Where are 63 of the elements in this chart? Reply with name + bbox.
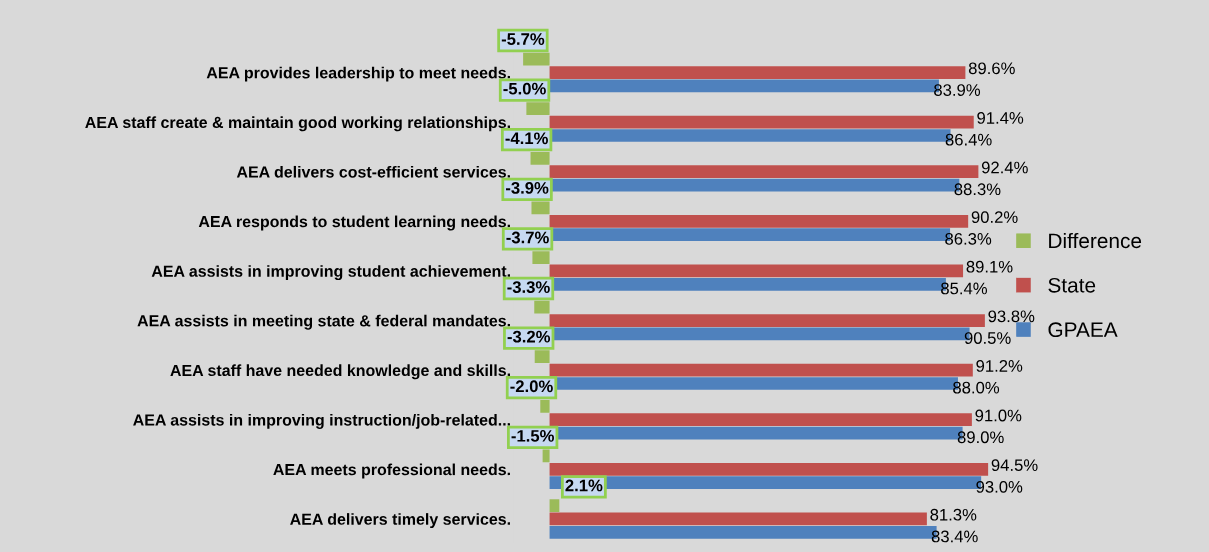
data-label: 94.5% — [991, 459, 1038, 472]
y-tick-label: AEA responds to student learning needs. — [198, 215, 510, 231]
legend-label: State — [1048, 277, 1096, 293]
data-label: 91.0% — [975, 409, 1022, 422]
data-label: -5.7% — [501, 33, 545, 45]
data-label: -2.0% — [510, 380, 553, 393]
bar — [523, 52, 550, 66]
bar — [549, 115, 974, 129]
y-tick-label: AEA staff have needed knowledge and skills. — [170, 364, 510, 380]
bar — [532, 251, 550, 264]
data-label: 93.0% — [976, 480, 1023, 493]
data-label: 88.3% — [954, 183, 1001, 196]
bar — [534, 300, 550, 314]
bar — [549, 512, 927, 526]
bar — [549, 499, 560, 512]
y-tick-label: AEA delivers cost-efficient services. — [236, 165, 510, 178]
y-tick-label: AEA provides leadership to meet needs. — [206, 66, 510, 82]
data-label: -3.3% — [507, 281, 550, 293]
y-tick-label: AEA meets professional needs. — [273, 463, 510, 479]
data-label: 93.8% — [988, 310, 1035, 323]
bar — [542, 449, 550, 463]
bar — [549, 165, 979, 179]
data-label: -3.9% — [505, 181, 549, 194]
data-label: 85.4% — [941, 282, 987, 295]
y-tick-label: AEA assists in improving student achievement. — [151, 265, 510, 281]
bar — [549, 214, 969, 228]
bar — [534, 350, 550, 364]
data-label: -4.1% — [505, 132, 548, 145]
data-label: -1.5% — [511, 430, 554, 442]
data-label: 89.6% — [968, 62, 1015, 75]
data-label: 91.4% — [977, 112, 1024, 124]
data-label: 81.3% — [930, 508, 977, 521]
y-tick-label: AEA assists in meeting state & federal mandates. — [137, 314, 510, 330]
y-tick-label: AEA assists in improving instruction/job-related... — [133, 413, 510, 429]
bar — [549, 66, 966, 79]
data-label: -5.0% — [503, 82, 546, 95]
legend-label: Difference — [1049, 232, 1142, 249]
bar — [526, 102, 550, 116]
data-label: -3.2% — [507, 330, 551, 343]
bar — [549, 363, 973, 377]
data-label: 83.9% — [934, 84, 981, 96]
bar — [549, 413, 972, 427]
bar — [530, 151, 550, 165]
y-tick-label: AEA delivers timely services. — [290, 513, 510, 529]
data-label: 86.3% — [945, 232, 992, 245]
data-label: 89.0% — [957, 431, 1004, 444]
y-tick-label: AEA staff create & maintain good working relationships. — [85, 116, 510, 132]
data-label: 90.2% — [971, 211, 1018, 224]
data-label: 2.1% — [565, 479, 603, 492]
bar — [540, 399, 550, 413]
bar — [531, 201, 550, 215]
bar — [549, 462, 989, 476]
data-label: 86.4% — [945, 133, 992, 146]
bar — [549, 264, 964, 278]
data-label: 90.5% — [964, 332, 1011, 344]
data-label: 89.1% — [966, 260, 1013, 273]
data-label: 91.2% — [976, 360, 1023, 372]
data-label: 88.0% — [953, 381, 1000, 394]
bar — [549, 314, 985, 327]
data-label: 83.4% — [931, 530, 978, 543]
data-label: -3.7% — [506, 231, 549, 244]
legend-label: GPAEA — [1048, 322, 1118, 338]
data-label: 92.4% — [981, 161, 1028, 174]
